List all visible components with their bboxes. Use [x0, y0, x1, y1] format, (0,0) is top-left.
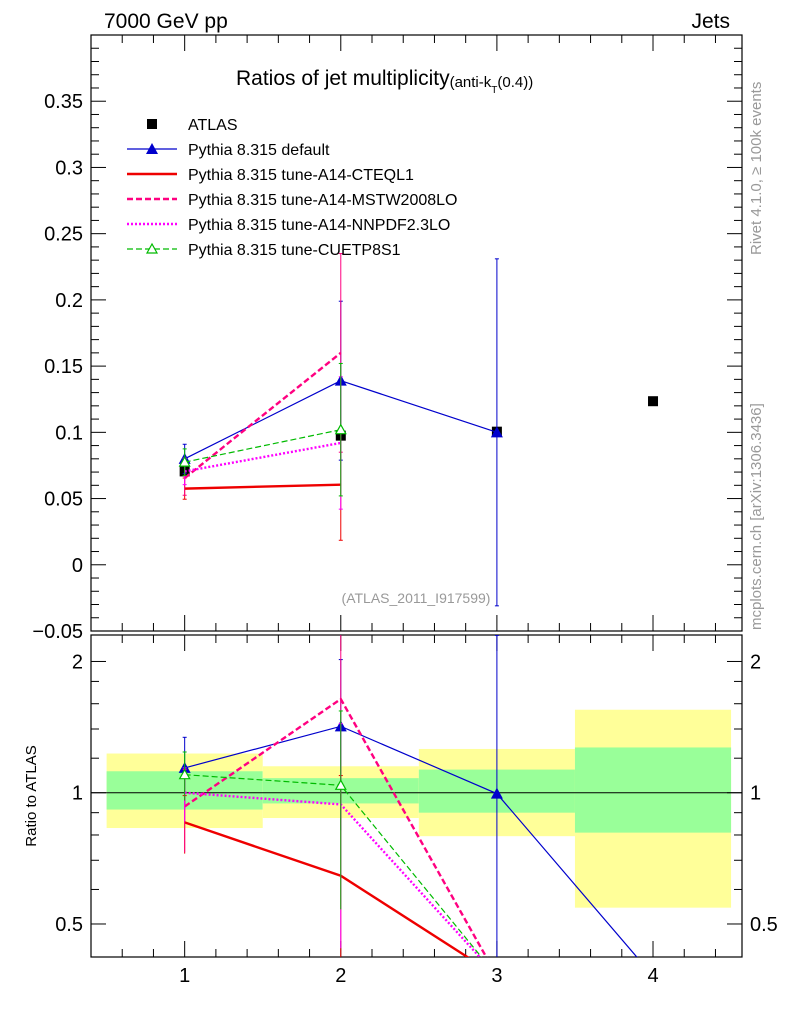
ratio-y-tick-label-right: 0.5 — [750, 914, 778, 936]
y-tick-label: 0.3 — [55, 157, 83, 179]
legend-label-default: Pythia 8.315 default — [188, 142, 330, 159]
ratio-y-tick-label: 0.5 — [55, 914, 83, 936]
main-panel: −0.05 0 0.05 0.1 0.15 0.2 0.25 0.3 0.35 — [32, 34, 743, 643]
x-tick-label: 2 — [335, 965, 346, 987]
x-tick-label: 1 — [179, 965, 190, 987]
data-point-open-triangle — [178, 768, 191, 780]
chart-title: Ratios of jet multiplicity(anti-kT(0.4)) — [236, 67, 533, 96]
ratio-series-group — [178, 635, 638, 957]
legend-label-mstw: Pythia 8.315 tune-A14-MSTW2008LO — [188, 192, 457, 209]
y-tick-label: 0.2 — [55, 290, 83, 312]
main-series-group — [178, 253, 659, 607]
legend-label-cuetp: Pythia 8.315 tune-CUETP8S1 — [188, 242, 401, 259]
x-tick-label: 4 — [647, 965, 658, 987]
chart-title-sub-end: (0.4)) — [497, 74, 533, 91]
y-tick-label: −0.05 — [32, 621, 83, 643]
ratio-panel: 1 2 3 4 0.5 0.5 1 1 2 2 — [55, 634, 778, 987]
data-point-square — [147, 119, 157, 129]
x-tick-label: 3 — [491, 965, 502, 987]
chart-title-sub: (anti-k — [450, 74, 492, 91]
data-point-open-triangle — [178, 455, 191, 467]
y-tick-label: 0.15 — [44, 356, 83, 378]
mcplots-label: mcplots.cern.ch [arXiv:1306.3436] — [748, 403, 765, 630]
ratio-line-default — [184, 725, 638, 957]
data-point-triangle — [490, 426, 503, 438]
data-point-square — [648, 396, 659, 407]
ratio-y-tick-label: 1 — [72, 783, 83, 805]
y-tick-label: 0.05 — [44, 489, 83, 511]
series-line-mstw — [183, 351, 342, 479]
main-frame — [90, 34, 743, 632]
chart-title-main: Ratios of jet multiplicity — [236, 67, 450, 90]
ratio-y-tick-label: 2 — [72, 651, 83, 673]
legend-label-nnpdf: Pythia 8.315 tune-A14-NNPDF2.3LO — [188, 217, 450, 234]
header-right: Jets — [691, 10, 730, 33]
y-tick-label: 0.25 — [44, 224, 83, 246]
rivet-label: Rivet 4.1.0, ≥ 100k events — [748, 82, 765, 255]
legend-label-cteql1: Pythia 8.315 tune-A14-CTEQL1 — [188, 167, 414, 184]
y-tick-label: 0 — [72, 555, 83, 577]
header-left: 7000 GeV pp — [104, 10, 228, 33]
uncertainty-band-green — [574, 747, 732, 833]
data-point-triangle — [146, 143, 158, 154]
series-line-cteql1 — [184, 483, 341, 490]
data-point-open-triangle — [334, 779, 347, 790]
chart-title-sub-t: T — [491, 85, 497, 96]
legend: ATLAS Pythia 8.315 default Pythia 8.315 tu… — [127, 117, 457, 259]
ratio-y-label: Ratio to ATLAS — [23, 745, 40, 846]
ratio-y-tick-label-right: 2 — [750, 651, 761, 673]
series-line-cuetp — [184, 429, 341, 463]
data-point-triangle — [490, 787, 503, 799]
y-tick-label: 0.1 — [55, 422, 83, 444]
ratio-y-tick-label-right: 1 — [750, 783, 761, 805]
data-point-open-triangle — [334, 423, 347, 435]
series-line-nnpdf — [184, 441, 341, 473]
legend-label-atlas: ATLAS — [188, 117, 238, 134]
y-tick-label: 0.35 — [44, 91, 83, 113]
ratio-frame — [90, 634, 743, 958]
analysis-watermark: (ATLAS_2011_I917599) — [342, 590, 491, 606]
data-point-open-triangle — [145, 242, 159, 254]
